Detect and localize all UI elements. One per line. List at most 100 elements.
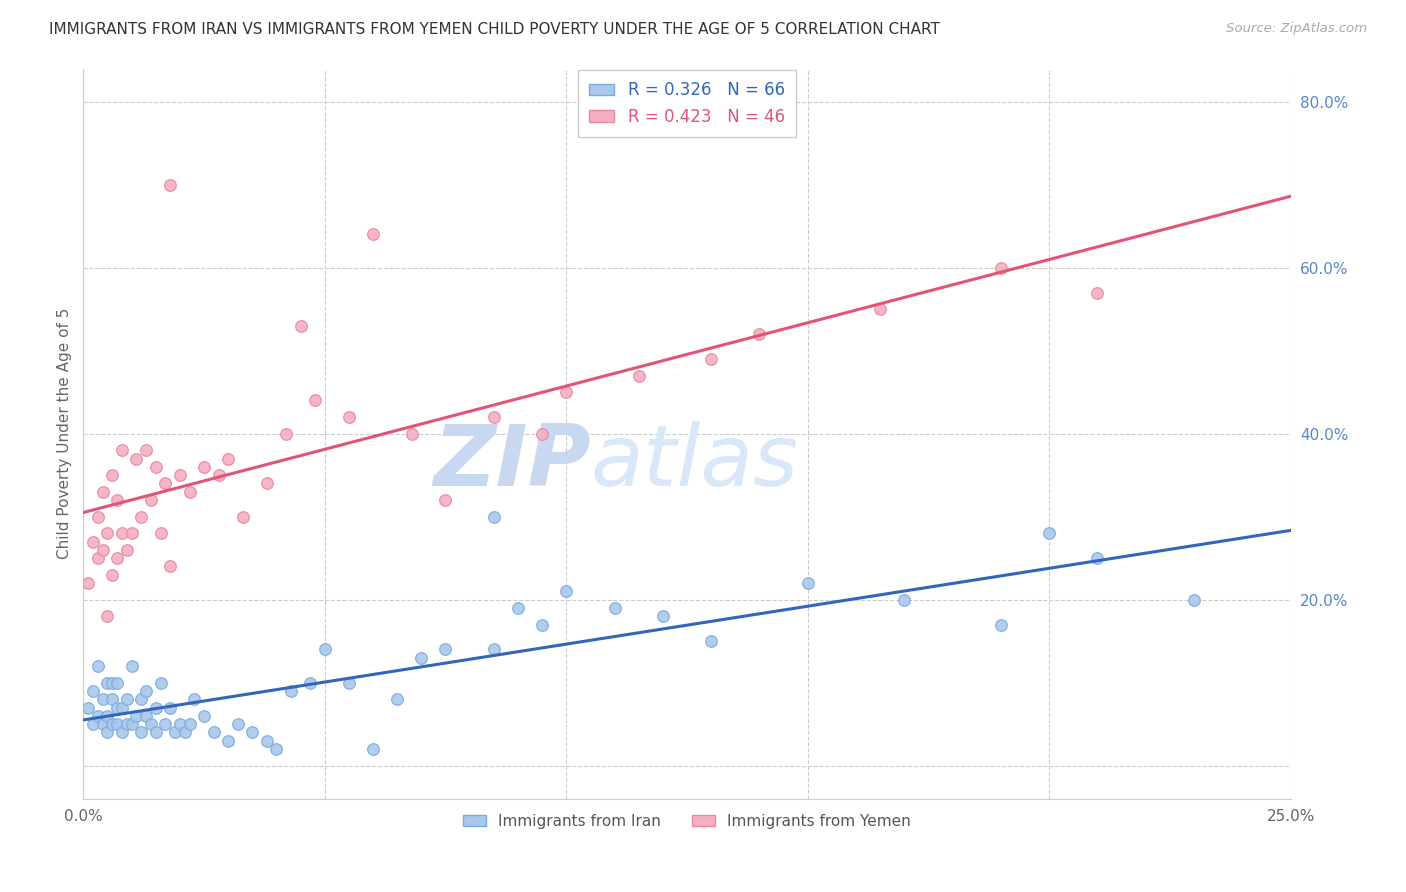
Point xyxy=(893,592,915,607)
Point xyxy=(193,459,215,474)
Point xyxy=(603,601,626,615)
Point xyxy=(169,717,191,731)
Point xyxy=(482,509,505,524)
Point xyxy=(121,526,143,541)
Point xyxy=(226,717,249,731)
Point xyxy=(627,368,650,383)
Point xyxy=(202,725,225,739)
Point xyxy=(434,493,457,508)
Point xyxy=(82,717,104,731)
Point xyxy=(401,426,423,441)
Point xyxy=(105,675,128,690)
Point xyxy=(121,717,143,731)
Point xyxy=(990,617,1012,632)
Point xyxy=(385,692,408,706)
Point xyxy=(482,410,505,425)
Point xyxy=(125,709,148,723)
Point xyxy=(207,468,229,483)
Point xyxy=(105,493,128,508)
Point xyxy=(145,725,167,739)
Point xyxy=(361,742,384,756)
Point xyxy=(280,684,302,698)
Point xyxy=(105,717,128,731)
Point xyxy=(531,426,554,441)
Point xyxy=(240,725,263,739)
Point xyxy=(135,443,157,458)
Point xyxy=(256,476,278,491)
Point xyxy=(129,509,152,524)
Y-axis label: Child Poverty Under the Age of 5: Child Poverty Under the Age of 5 xyxy=(58,308,72,559)
Point xyxy=(82,684,104,698)
Point xyxy=(91,717,114,731)
Point xyxy=(217,733,239,747)
Text: Source: ZipAtlas.com: Source: ZipAtlas.com xyxy=(1226,22,1367,36)
Point xyxy=(135,684,157,698)
Point xyxy=(179,484,201,499)
Point xyxy=(266,742,288,756)
Point xyxy=(101,692,124,706)
Point xyxy=(506,601,529,615)
Point xyxy=(155,717,177,731)
Point xyxy=(869,302,891,317)
Point xyxy=(361,227,384,242)
Point xyxy=(274,426,297,441)
Point xyxy=(411,650,433,665)
Point xyxy=(434,642,457,657)
Point xyxy=(87,659,110,673)
Point xyxy=(159,178,181,192)
Point xyxy=(304,393,326,408)
Point xyxy=(101,468,124,483)
Point xyxy=(135,709,157,723)
Point xyxy=(217,451,239,466)
Point xyxy=(101,717,124,731)
Point xyxy=(111,443,134,458)
Point xyxy=(155,476,177,491)
Point xyxy=(111,700,134,714)
Point xyxy=(96,725,118,739)
Point xyxy=(163,725,186,739)
Point xyxy=(337,410,360,425)
Point xyxy=(105,700,128,714)
Point xyxy=(129,692,152,706)
Point xyxy=(149,675,172,690)
Point xyxy=(169,468,191,483)
Point xyxy=(149,526,172,541)
Point xyxy=(77,576,100,591)
Text: atlas: atlas xyxy=(591,421,799,504)
Point xyxy=(77,700,100,714)
Point xyxy=(139,493,162,508)
Point xyxy=(87,551,110,566)
Point xyxy=(96,675,118,690)
Point xyxy=(159,700,181,714)
Point xyxy=(700,634,723,648)
Point xyxy=(1087,285,1109,300)
Point xyxy=(121,659,143,673)
Point xyxy=(1182,592,1205,607)
Point xyxy=(299,675,322,690)
Point xyxy=(105,551,128,566)
Point xyxy=(990,260,1012,275)
Legend: Immigrants from Iran, Immigrants from Yemen: Immigrants from Iran, Immigrants from Ye… xyxy=(457,808,917,835)
Point xyxy=(337,675,360,690)
Point xyxy=(531,617,554,632)
Point xyxy=(256,733,278,747)
Point xyxy=(87,709,110,723)
Point xyxy=(183,692,205,706)
Point xyxy=(173,725,195,739)
Point xyxy=(87,509,110,524)
Point xyxy=(482,642,505,657)
Point xyxy=(796,576,818,591)
Point xyxy=(115,692,138,706)
Point xyxy=(314,642,336,657)
Point xyxy=(91,542,114,557)
Point xyxy=(1087,551,1109,566)
Point xyxy=(101,675,124,690)
Point xyxy=(145,700,167,714)
Point xyxy=(748,327,770,342)
Point xyxy=(115,542,138,557)
Point xyxy=(125,451,148,466)
Point xyxy=(159,559,181,574)
Point xyxy=(290,318,312,333)
Point xyxy=(115,717,138,731)
Point xyxy=(101,567,124,582)
